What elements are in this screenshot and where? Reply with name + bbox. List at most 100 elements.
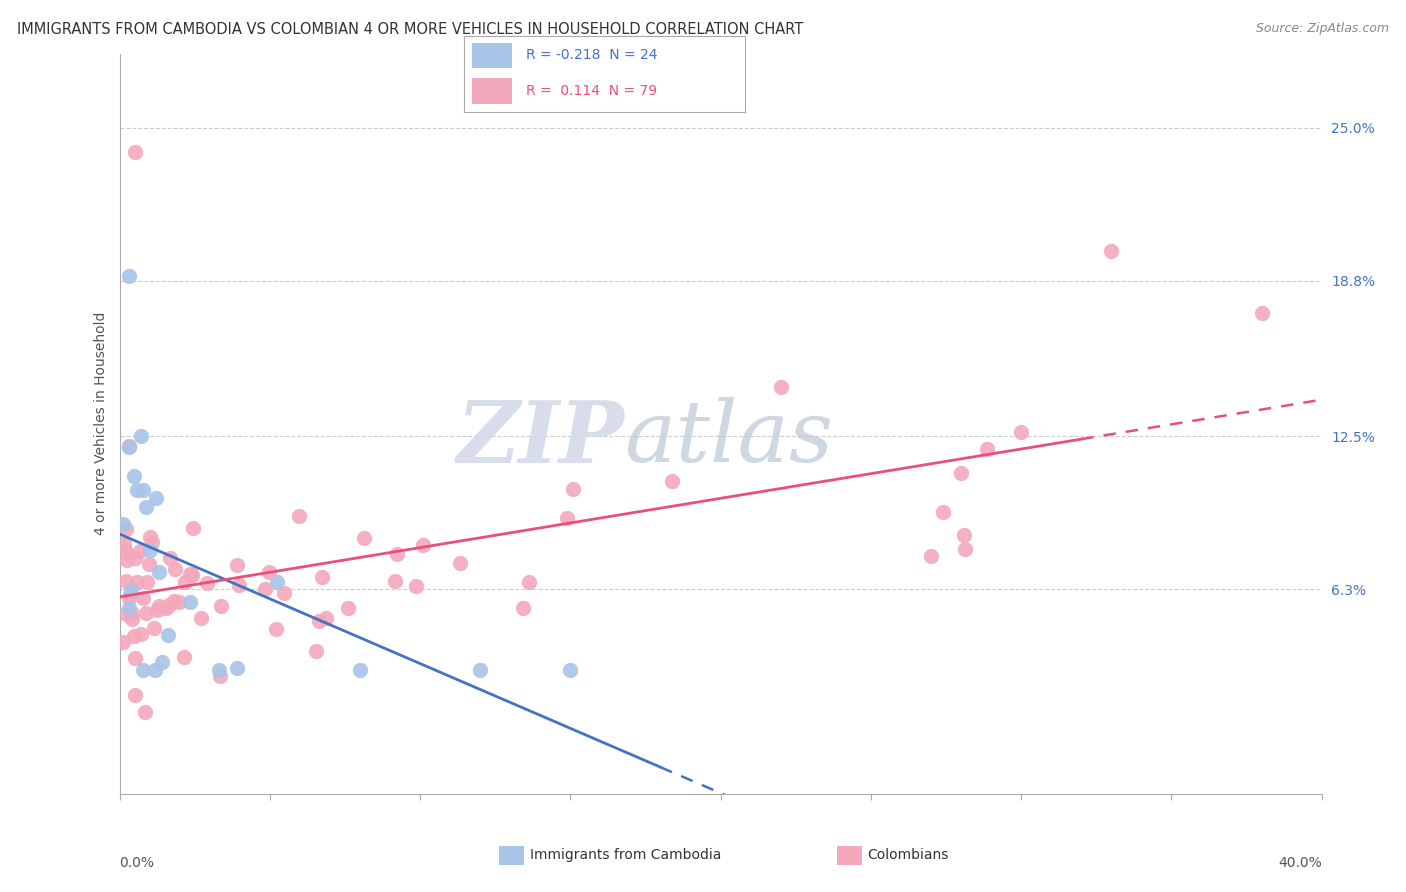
Point bbox=[148, 599, 170, 614]
Point bbox=[112, 536, 135, 550]
Point bbox=[167, 595, 190, 609]
Point bbox=[405, 579, 427, 593]
Point bbox=[257, 565, 280, 579]
Point bbox=[135, 500, 157, 514]
Text: Colombians: Colombians bbox=[868, 848, 949, 863]
Point bbox=[976, 442, 998, 457]
Point bbox=[132, 591, 155, 605]
Point bbox=[117, 268, 139, 283]
Point bbox=[349, 664, 371, 678]
Point bbox=[125, 483, 148, 497]
Point bbox=[124, 550, 146, 565]
Text: atlas: atlas bbox=[624, 397, 834, 480]
Bar bbox=[472, 43, 512, 69]
Text: ZIP: ZIP bbox=[457, 397, 624, 480]
Point bbox=[120, 588, 142, 602]
Point bbox=[115, 522, 138, 536]
Y-axis label: 4 or more Vehicles in Household: 4 or more Vehicles in Household bbox=[94, 312, 108, 535]
Point bbox=[121, 606, 143, 620]
Point bbox=[148, 565, 170, 579]
Point bbox=[449, 556, 471, 570]
Point bbox=[190, 611, 212, 625]
Point bbox=[138, 543, 160, 558]
Text: 0.0%: 0.0% bbox=[120, 855, 155, 870]
Point bbox=[143, 664, 166, 678]
Point bbox=[117, 600, 139, 615]
Point bbox=[336, 601, 359, 615]
Point bbox=[225, 661, 247, 675]
Point bbox=[225, 558, 247, 572]
Point bbox=[661, 474, 683, 488]
Point bbox=[142, 621, 165, 635]
Point bbox=[129, 429, 152, 443]
Point bbox=[157, 598, 180, 612]
Point bbox=[1010, 425, 1032, 439]
Point bbox=[115, 574, 138, 588]
Point bbox=[208, 664, 231, 678]
Point bbox=[288, 509, 311, 524]
Point bbox=[134, 705, 156, 719]
Point bbox=[159, 551, 181, 566]
Point bbox=[135, 575, 157, 590]
Point bbox=[114, 607, 136, 621]
Point bbox=[124, 688, 146, 702]
Point bbox=[138, 557, 160, 571]
Point bbox=[273, 586, 295, 600]
Point bbox=[179, 595, 201, 609]
Point bbox=[129, 627, 152, 641]
Point bbox=[315, 611, 337, 625]
Point bbox=[228, 577, 250, 591]
Point bbox=[208, 669, 231, 683]
Point bbox=[121, 612, 143, 626]
Point bbox=[1099, 244, 1122, 258]
Point bbox=[384, 574, 406, 588]
Point bbox=[920, 549, 942, 563]
Point bbox=[1250, 306, 1272, 320]
Text: Immigrants from Cambodia: Immigrants from Cambodia bbox=[530, 848, 721, 863]
Text: IMMIGRANTS FROM CAMBODIA VS COLOMBIAN 4 OR MORE VEHICLES IN HOUSEHOLD CORRELATIO: IMMIGRANTS FROM CAMBODIA VS COLOMBIAN 4 … bbox=[17, 22, 803, 37]
Point bbox=[412, 538, 434, 552]
Point bbox=[181, 521, 204, 535]
Point bbox=[179, 567, 201, 582]
Point bbox=[129, 544, 152, 558]
Point bbox=[195, 576, 218, 591]
Point bbox=[950, 466, 973, 480]
Point bbox=[266, 575, 288, 590]
Point bbox=[264, 622, 287, 636]
Point bbox=[146, 603, 169, 617]
Text: Source: ZipAtlas.com: Source: ZipAtlas.com bbox=[1256, 22, 1389, 36]
Text: 40.0%: 40.0% bbox=[1278, 855, 1322, 870]
Point bbox=[124, 145, 146, 160]
Text: R =  0.114  N = 79: R = 0.114 N = 79 bbox=[526, 84, 657, 98]
Point bbox=[562, 483, 585, 497]
Point bbox=[512, 600, 534, 615]
Point bbox=[155, 601, 177, 615]
Point bbox=[145, 491, 167, 505]
Point bbox=[305, 644, 328, 658]
Point bbox=[468, 664, 492, 678]
Point bbox=[253, 582, 276, 597]
Point bbox=[132, 483, 155, 498]
Point bbox=[150, 655, 173, 669]
Point bbox=[209, 599, 232, 613]
Point bbox=[118, 439, 141, 453]
Point bbox=[139, 530, 162, 544]
Point bbox=[118, 440, 141, 454]
Point bbox=[163, 593, 186, 607]
Text: R = -0.218  N = 24: R = -0.218 N = 24 bbox=[526, 48, 658, 62]
Point bbox=[135, 606, 157, 620]
Point bbox=[117, 591, 139, 606]
Point bbox=[387, 547, 409, 561]
Point bbox=[127, 574, 149, 589]
Point bbox=[111, 635, 134, 649]
Point bbox=[115, 553, 138, 567]
Point bbox=[114, 542, 136, 557]
Point bbox=[124, 651, 146, 665]
Point bbox=[122, 629, 145, 643]
Point bbox=[131, 664, 153, 678]
Point bbox=[308, 614, 330, 628]
Point bbox=[141, 534, 163, 549]
Point bbox=[156, 628, 179, 642]
Point bbox=[311, 570, 333, 584]
Point bbox=[953, 528, 976, 542]
